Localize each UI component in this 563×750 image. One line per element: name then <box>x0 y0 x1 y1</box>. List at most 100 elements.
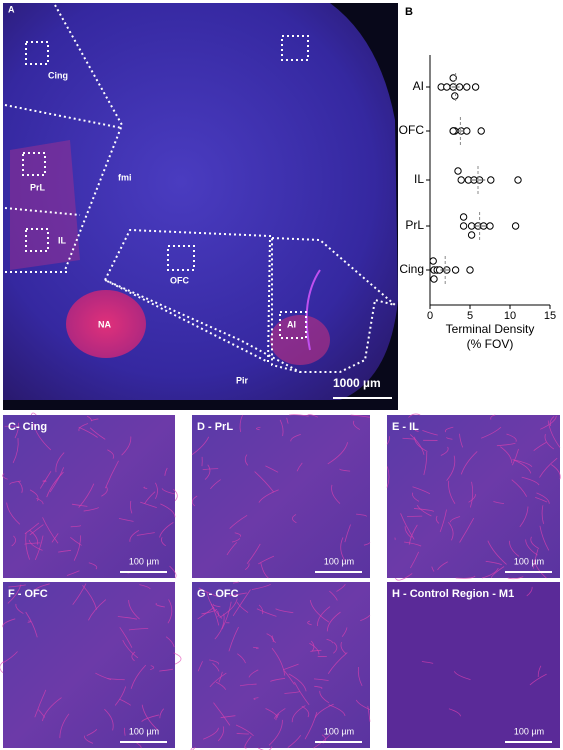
data-point <box>459 213 468 221</box>
fiber <box>239 414 243 433</box>
region-label: AI <box>287 319 296 329</box>
fiber <box>7 584 22 604</box>
fiber <box>275 608 294 614</box>
fiber <box>46 471 64 498</box>
region-label: Pir <box>236 375 249 385</box>
fiber <box>88 562 98 570</box>
panel-letter: B <box>405 6 413 18</box>
outline <box>271 236 396 373</box>
fiber <box>395 573 413 581</box>
fiber <box>34 689 47 718</box>
fiber <box>167 599 173 624</box>
fiber <box>339 468 351 472</box>
fiber <box>344 524 351 543</box>
fiber <box>73 535 82 561</box>
fiber <box>258 604 264 615</box>
fiber <box>255 426 261 431</box>
fiber <box>122 639 139 659</box>
fiber <box>327 442 349 465</box>
fiber <box>49 467 65 493</box>
fiber <box>191 436 210 455</box>
fiber <box>124 727 126 736</box>
fiber <box>215 681 227 690</box>
fiber <box>154 482 158 500</box>
fiber <box>12 438 19 464</box>
y-tick-label: IL <box>414 172 424 186</box>
micrograph <box>3 415 175 578</box>
fiber <box>270 677 286 682</box>
fiber <box>159 708 164 719</box>
fiber <box>386 466 390 488</box>
fiber <box>431 566 435 572</box>
fiber <box>279 419 284 437</box>
fiber <box>155 602 165 608</box>
fiber <box>139 584 151 590</box>
fiber <box>160 503 176 518</box>
data-point <box>466 266 474 274</box>
fiber <box>39 471 52 489</box>
fiber <box>439 509 447 533</box>
fiber <box>265 708 279 718</box>
data-point <box>459 222 468 230</box>
data-point <box>449 74 457 82</box>
fiber <box>14 422 19 439</box>
fiber <box>289 414 309 417</box>
fiber <box>226 542 238 556</box>
data-point <box>443 83 451 91</box>
fiber <box>363 542 371 546</box>
fiber <box>78 423 89 432</box>
fiber <box>34 583 50 591</box>
fiber <box>51 533 59 543</box>
fiber <box>24 522 40 535</box>
fiber <box>27 620 32 623</box>
fiber <box>511 448 519 466</box>
region-label: OFC <box>170 275 189 285</box>
data-point <box>486 222 494 230</box>
fiber <box>86 729 98 736</box>
fiber <box>539 525 550 551</box>
fiber <box>317 606 331 627</box>
x-tick-label: 0 <box>427 310 433 322</box>
fiber <box>136 742 142 749</box>
fiber <box>412 486 431 495</box>
fiber <box>55 452 65 473</box>
fiber <box>173 489 178 502</box>
fiber <box>86 415 92 421</box>
fiber <box>460 451 478 475</box>
fiber <box>333 641 338 654</box>
fiber <box>307 414 319 418</box>
panel-label: H - Control Region - M1 <box>392 588 514 600</box>
data-point <box>514 176 522 184</box>
fiber <box>437 561 448 571</box>
fiber <box>114 686 127 706</box>
fiber <box>105 460 119 489</box>
roi <box>25 41 49 65</box>
micrograph <box>192 415 370 578</box>
fiber <box>549 415 555 427</box>
fiber <box>537 665 542 678</box>
fiber <box>11 535 16 547</box>
fiber <box>144 491 156 505</box>
fiber <box>209 659 220 665</box>
panel-a: A Cing PrL IL fmi OFC NA AI Pir 1000 µm <box>3 3 398 410</box>
fiber <box>271 635 276 643</box>
panel-label: D - PrL <box>197 421 233 433</box>
fiber <box>257 746 273 750</box>
fiber <box>30 412 37 416</box>
ai-signal <box>270 315 330 365</box>
fiber <box>309 599 330 623</box>
fiber <box>256 608 277 617</box>
fiber <box>41 697 62 722</box>
fiber <box>169 565 177 579</box>
scale-bar-label: 100 µm <box>324 556 354 566</box>
fiber <box>2 473 8 480</box>
micrograph-panels: C- Cing 100 µm D - PrL 100 µm E - IL 100 µm F … <box>0 412 561 750</box>
fiber <box>360 614 371 622</box>
fiber <box>229 514 248 529</box>
fiber <box>481 567 499 579</box>
fiber <box>28 539 43 551</box>
fiber <box>83 735 94 744</box>
fiber <box>104 708 114 731</box>
fiber <box>408 413 421 418</box>
